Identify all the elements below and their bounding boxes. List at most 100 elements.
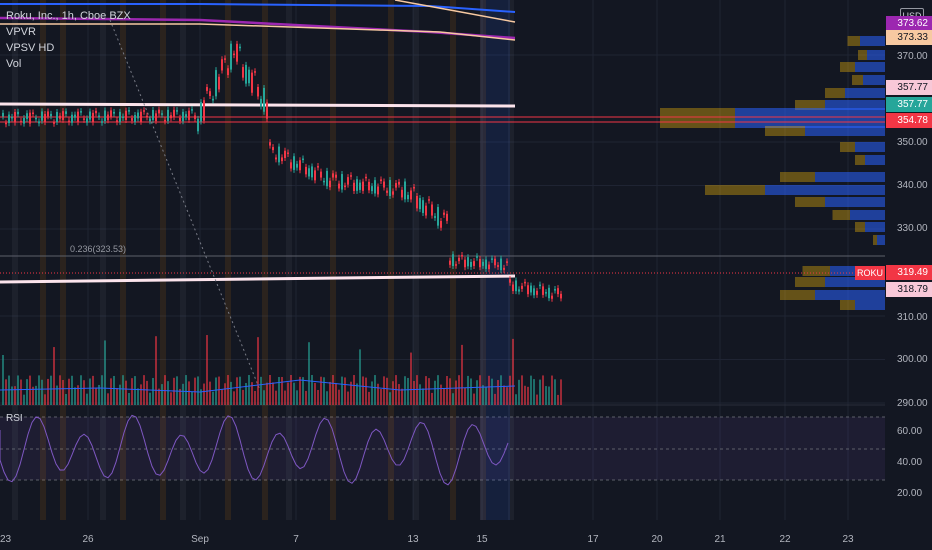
candle-body: [62, 111, 64, 120]
volume-bar: [533, 379, 535, 405]
candle-body: [554, 289, 556, 291]
volume-profile-bar: [780, 172, 815, 182]
symbol-title[interactable]: Roku, Inc., 1h, Cboe BZX: [6, 10, 131, 22]
legend-item-vpvr[interactable]: VPVR: [6, 26, 36, 38]
volume-bar: [446, 376, 448, 405]
volume-bar: [158, 388, 160, 405]
volume-bar: [488, 375, 490, 405]
candle-body: [5, 122, 7, 125]
volume-bar: [389, 392, 391, 405]
volume-bar: [152, 377, 154, 405]
candle-body: [326, 170, 328, 187]
candle-body: [29, 112, 31, 124]
volume-profile-bar: [705, 185, 765, 195]
volume-bar: [455, 380, 457, 405]
candle-body: [206, 87, 208, 91]
candle-body: [239, 46, 241, 49]
volume-bar: [521, 375, 523, 405]
volume-bar: [452, 393, 454, 405]
candle-body: [263, 87, 265, 112]
candle-body: [248, 69, 250, 84]
candle-body: [245, 64, 247, 84]
volume-profile-bar: [877, 235, 885, 245]
volume-profile-bar: [802, 266, 830, 276]
volume-bar: [422, 388, 424, 405]
volume-bar: [212, 391, 214, 405]
rsi-legend[interactable]: RSI: [6, 413, 23, 424]
session-stripe: [508, 0, 514, 520]
price-axis[interactable]: 370.00 350.00 340.00 330.00 310.00 300.00 290.…: [897, 51, 928, 499]
candle-body: [383, 181, 385, 188]
volume-bar: [98, 384, 100, 405]
rsi-pane: [0, 414, 509, 486]
legend-item-vpsv[interactable]: VPSV HD: [6, 42, 55, 54]
volume-bar: [338, 389, 340, 405]
volume-bar: [347, 391, 349, 405]
date-tick-label: 13: [407, 534, 419, 545]
candle-body: [56, 112, 58, 123]
price-tick-label: 290.00: [897, 398, 928, 409]
candle-body: [488, 264, 490, 270]
session-stripe: [40, 0, 46, 520]
volume-profile-bar: [855, 155, 865, 165]
price-tick-label: 300.00: [897, 354, 928, 365]
candle-body: [509, 279, 511, 283]
candle-body: [134, 115, 136, 122]
candle-body: [2, 112, 4, 117]
candle-body: [371, 186, 373, 192]
candle-body: [152, 109, 154, 120]
session-stripe: [180, 0, 186, 520]
volume-profile-bar: [795, 277, 825, 287]
volume-bar: [155, 336, 157, 405]
volume-bar: [182, 383, 184, 405]
candle-body: [182, 111, 184, 122]
price-tick-label: 340.00: [897, 180, 928, 191]
volume-profile-bar: [863, 75, 885, 85]
volume-bar: [113, 375, 115, 405]
candle-body: [302, 158, 304, 161]
volume-bar: [560, 379, 562, 405]
candle-body: [476, 256, 478, 258]
date-tick-label: 15: [476, 534, 488, 545]
candle-body: [425, 205, 427, 216]
rsi-tick-label: 60.00: [897, 426, 922, 437]
volume-bar: [236, 377, 238, 405]
candle-body: [107, 114, 109, 121]
volume-bar: [254, 390, 256, 405]
time-axis[interactable]: 23 26 Sep 7 13 15 17 20 21 22 23: [0, 534, 854, 545]
candle-body: [167, 109, 169, 121]
volume-bar: [527, 386, 529, 405]
volume-bar: [17, 375, 19, 405]
candle-body: [524, 281, 526, 284]
volume-bar: [86, 393, 88, 405]
volume-bar: [272, 382, 274, 405]
candle-body: [227, 68, 229, 76]
candle-body: [287, 152, 289, 154]
volume-bar: [284, 390, 286, 405]
volume-bar: [470, 378, 472, 405]
chart-legend: Roku, Inc., 1h, Cboe BZX VPVR VPSV HD Vo…: [6, 8, 131, 72]
candle-body: [551, 295, 553, 299]
vwap-line-lower: [0, 274, 516, 284]
volume-bar: [56, 385, 58, 405]
candle-body: [374, 180, 376, 194]
date-tick-label: 26: [82, 534, 94, 545]
candle-body: [512, 284, 514, 292]
date-tick-label: 17: [587, 534, 599, 545]
volume-bar: [548, 386, 550, 405]
candle-body: [173, 109, 175, 118]
candle-body: [404, 181, 406, 200]
candle-body: [548, 287, 550, 299]
volume-profile-bar: [832, 210, 850, 220]
volume-profile-bar: [855, 300, 885, 310]
volume-bar: [530, 375, 532, 405]
volume-bar: [62, 379, 64, 405]
candle-body: [191, 109, 193, 111]
volume-bar: [353, 375, 355, 405]
volume-bar: [146, 380, 148, 405]
volume-bar: [437, 375, 439, 405]
legend-item-vol[interactable]: Vol: [6, 58, 22, 70]
volume-bar: [233, 391, 235, 405]
volume-bar: [218, 376, 220, 405]
